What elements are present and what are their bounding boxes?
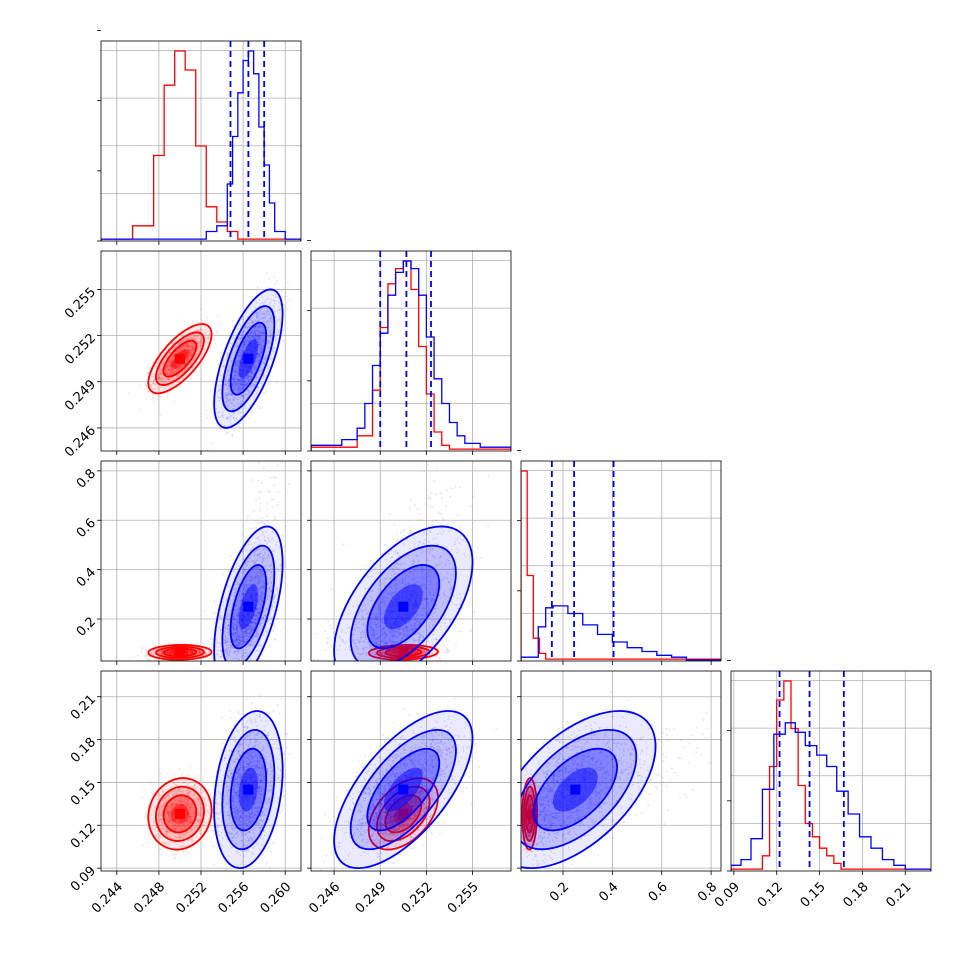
density-peak	[570, 784, 581, 795]
panel-frame	[730, 670, 932, 872]
scatter-panel-1-0: 0.246 0.249 0.252 0.255	[62, 250, 302, 460]
x-tick-label: 0.2	[547, 880, 572, 905]
y-tick-label: 0.252	[62, 331, 99, 368]
x-tick-label: 0.246	[306, 880, 343, 917]
histogram-blue	[731, 722, 931, 871]
histogram-red	[731, 680, 931, 871]
y-tick-label: 0.6	[74, 516, 99, 541]
density-peak	[524, 808, 535, 819]
y-tick-label: 0.18	[68, 735, 99, 766]
y-tick-label: 0.249	[62, 377, 99, 414]
x-tick-label: 0.21	[883, 880, 914, 911]
scatter-panel-2-0: 0.2 0.4 0.6 0.8	[74, 460, 302, 665]
hist-panel-0	[97, 30, 302, 245]
x-tick-label: 0.252	[399, 880, 436, 917]
density-peak	[398, 601, 409, 612]
histogram-blue	[521, 605, 721, 661]
panel-frame	[520, 670, 722, 872]
density-peak	[398, 808, 409, 819]
panel-frame	[520, 460, 722, 662]
panel-frame	[310, 460, 512, 662]
hist-panel-2	[517, 450, 722, 665]
density-peak	[174, 808, 185, 819]
x-tick-label: 0.4	[596, 880, 621, 905]
y-tick-label: 0.246	[62, 423, 99, 460]
scatter-panel-3-0: 0.244 0.248 0.252 0.256 0.260 0.09 0.12 0.15 0.1…	[68, 670, 302, 917]
scatter-panel-3-2: 0.2 0.4 0.6 0.8	[517, 670, 722, 905]
x-tick-label: 0.248	[131, 880, 168, 917]
x-tick-label: 0.09	[712, 880, 743, 911]
density-peak	[174, 647, 185, 658]
x-tick-label: 0.256	[215, 880, 252, 917]
y-tick-label: 0.15	[68, 778, 99, 809]
x-tick-label: 0.18	[841, 880, 872, 911]
y-tick-label: 0.12	[68, 821, 99, 852]
y-tick-label: 0.255	[62, 285, 99, 322]
hist-panel-3: 0.09 0.12 0.15 0.18 0.21	[712, 660, 932, 911]
density-peak	[398, 784, 409, 795]
x-tick-label: 0.255	[445, 880, 482, 917]
density-peak	[174, 353, 185, 364]
panel-frame	[310, 250, 512, 452]
density-peak	[243, 601, 254, 612]
histogram-red	[101, 50, 301, 241]
y-tick-label: 0.21	[68, 692, 99, 723]
x-tick-label: 0.252	[173, 880, 210, 917]
scatter-panel-2-1	[307, 460, 512, 665]
density-peak	[398, 647, 409, 658]
x-tick-label: 0.15	[798, 880, 829, 911]
y-tick-label: 0.2	[74, 614, 99, 639]
hist-panel-1	[307, 240, 512, 455]
x-tick-label: 0.6	[646, 880, 671, 905]
scatter-panel-3-1: 0.246 0.249 0.252 0.255	[306, 670, 512, 917]
y-tick-label: 0.09	[68, 864, 99, 895]
histogram-red	[521, 470, 721, 661]
x-tick-label: 0.249	[353, 880, 390, 917]
density-peak	[243, 353, 254, 364]
x-tick-label: 0.260	[258, 880, 295, 917]
histogram-blue	[311, 260, 511, 451]
density-peak	[243, 784, 254, 795]
y-tick-label: 0.8	[74, 466, 99, 491]
x-tick-label: 0.12	[755, 880, 786, 911]
x-tick-label: 0.244	[89, 880, 126, 917]
panel-frame	[310, 670, 512, 872]
y-tick-label: 0.4	[74, 565, 99, 590]
